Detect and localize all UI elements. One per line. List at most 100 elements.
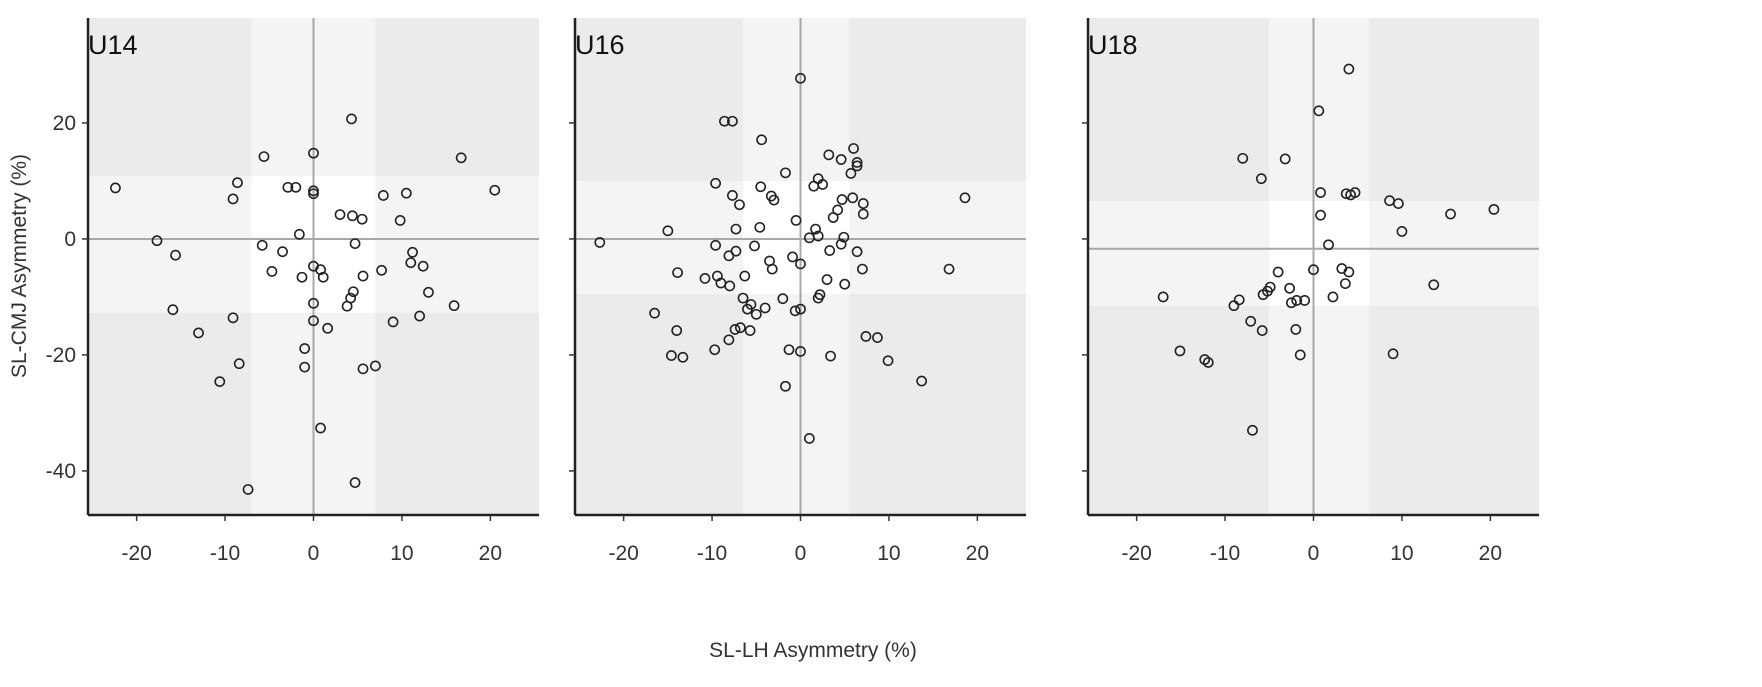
data-point bbox=[1272, 266, 1284, 278]
data-point bbox=[315, 264, 326, 276]
data-point bbox=[671, 325, 683, 336]
data-point bbox=[1228, 300, 1240, 312]
data-point bbox=[719, 115, 730, 127]
data-point bbox=[857, 198, 869, 209]
x-tick-label: -10 bbox=[697, 542, 727, 565]
data-point bbox=[755, 181, 767, 193]
data-point bbox=[812, 230, 824, 242]
data-point bbox=[448, 300, 460, 312]
data-point bbox=[170, 249, 181, 261]
data-point bbox=[346, 113, 357, 125]
data-point bbox=[1237, 152, 1249, 164]
data-point bbox=[1428, 279, 1440, 291]
y-axis-label: SL-CMJ Asymmetry (%) bbox=[8, 154, 31, 378]
data-point bbox=[233, 358, 245, 370]
data-point bbox=[1247, 424, 1258, 436]
data-point bbox=[851, 157, 863, 168]
data-point bbox=[151, 235, 163, 247]
data-point bbox=[803, 433, 815, 444]
data-point bbox=[821, 274, 833, 285]
shaded-zone bbox=[575, 294, 744, 515]
data-point bbox=[1343, 63, 1355, 75]
data-point bbox=[308, 147, 319, 159]
data-point bbox=[836, 194, 848, 205]
data-point bbox=[795, 303, 806, 315]
data-point bbox=[1202, 357, 1214, 368]
data-point bbox=[1264, 281, 1276, 293]
x-tick-label: 20 bbox=[966, 542, 989, 565]
data-point bbox=[754, 221, 766, 233]
data-point bbox=[730, 223, 742, 235]
data-point bbox=[1291, 295, 1303, 306]
data-point bbox=[734, 199, 745, 211]
data-point bbox=[258, 151, 270, 163]
shaded-zone bbox=[743, 294, 850, 515]
data-point bbox=[709, 344, 721, 356]
data-point bbox=[730, 245, 742, 257]
shaded-zone bbox=[1088, 305, 1270, 515]
shaded-zone bbox=[375, 312, 539, 515]
data-point bbox=[649, 307, 660, 319]
data-point bbox=[242, 484, 254, 495]
data-point bbox=[723, 334, 735, 346]
shaded-zone bbox=[375, 176, 539, 313]
data-point bbox=[745, 299, 757, 310]
data-point bbox=[345, 292, 357, 304]
data-point bbox=[594, 237, 606, 248]
data-point bbox=[349, 477, 361, 488]
data-point bbox=[835, 238, 847, 250]
data-point bbox=[851, 160, 863, 172]
data-point bbox=[734, 322, 746, 334]
data-point bbox=[370, 360, 381, 372]
data-point bbox=[780, 380, 791, 392]
shaded-zone bbox=[849, 180, 1026, 295]
data-point bbox=[1294, 349, 1306, 361]
x-tick-label: -20 bbox=[1121, 542, 1151, 565]
x-axis-label: SL-LH Asymmetry (%) bbox=[709, 639, 917, 662]
data-point bbox=[857, 263, 868, 275]
shaded-zone bbox=[1269, 305, 1370, 515]
data-point bbox=[699, 272, 711, 284]
data-point bbox=[322, 322, 334, 334]
data-point bbox=[916, 375, 928, 387]
y-tick-label: 20 bbox=[53, 112, 76, 135]
data-point bbox=[290, 181, 302, 193]
data-point bbox=[795, 258, 806, 270]
shaded-zone bbox=[88, 312, 252, 515]
data-point bbox=[756, 134, 767, 146]
data-point bbox=[777, 293, 789, 305]
y-tick-label: -20 bbox=[46, 344, 76, 367]
data-point bbox=[1157, 291, 1169, 303]
panel-title: U18 bbox=[1088, 30, 1138, 60]
data-point bbox=[838, 231, 850, 243]
data-point bbox=[832, 204, 844, 216]
data-point bbox=[1233, 294, 1245, 306]
panel-title: U14 bbox=[88, 30, 138, 60]
shaded-zone bbox=[1369, 201, 1539, 306]
x-tick-label: 20 bbox=[1479, 542, 1502, 565]
data-point bbox=[1323, 239, 1334, 251]
x-tick-label: 20 bbox=[479, 542, 502, 565]
data-point bbox=[768, 194, 780, 206]
shaded-zone bbox=[1088, 18, 1270, 202]
panel-u18: U18 -20 -10 0 10 20 bbox=[1082, 18, 1539, 565]
shaded-zone bbox=[1088, 201, 1270, 306]
data-point bbox=[1313, 105, 1325, 117]
data-point bbox=[1174, 345, 1186, 357]
data-point bbox=[766, 263, 778, 275]
data-point bbox=[1445, 208, 1456, 220]
x-tick-label: -10 bbox=[1210, 542, 1240, 565]
shaded-zone bbox=[849, 18, 1026, 181]
data-point bbox=[277, 246, 288, 258]
data-point bbox=[400, 187, 412, 199]
data-point bbox=[376, 264, 387, 276]
data-point bbox=[293, 228, 305, 240]
data-point bbox=[759, 302, 771, 314]
data-point bbox=[1339, 278, 1351, 290]
data-point bbox=[1387, 348, 1399, 360]
shaded-zone bbox=[1369, 18, 1539, 202]
data-point bbox=[1343, 266, 1355, 278]
shaded-zone bbox=[88, 176, 252, 313]
shaded-zone bbox=[575, 18, 744, 181]
data-point bbox=[795, 72, 806, 84]
